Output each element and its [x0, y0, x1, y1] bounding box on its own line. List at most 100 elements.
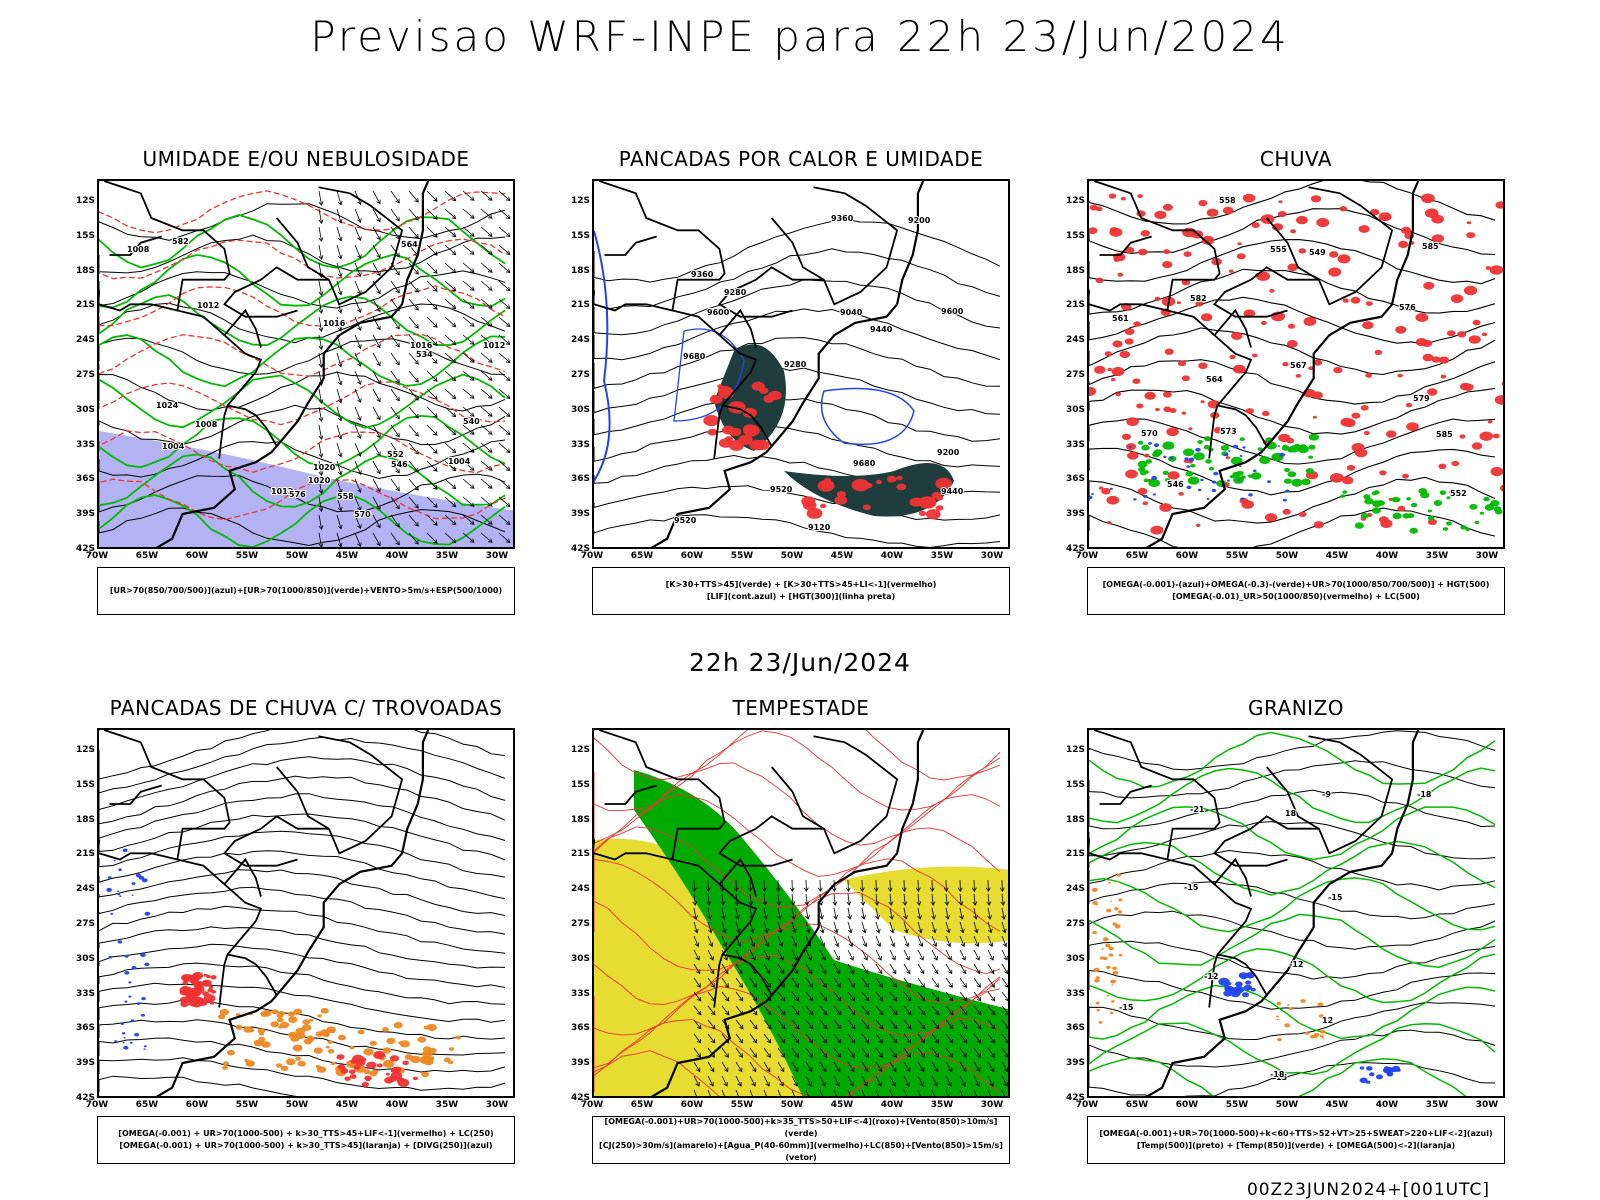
lat-tick-label: 30S	[75, 404, 95, 415]
legend-line: [OMEGA(-0.001) + UR>70(1000-500) + k>30_…	[119, 1141, 493, 1150]
contour-label: 1020	[308, 476, 331, 485]
contour-label: 549	[1309, 248, 1326, 257]
contour-label: 9280	[724, 288, 747, 297]
contour-label: 9040	[840, 308, 863, 317]
lat-tick-label: 24S	[1065, 884, 1085, 895]
lon-tick-label: 70W	[1075, 1100, 1099, 1110]
lon-tick-label: 60W	[680, 1100, 704, 1110]
contour-label: 582	[1190, 294, 1207, 303]
lon-tick-label: 55W	[730, 1100, 754, 1110]
lat-tick-label: 24S	[570, 884, 590, 895]
lat-tick-label: 18S	[570, 814, 590, 825]
contour-label: 585	[1422, 242, 1439, 251]
contour-label: -15	[1184, 883, 1199, 892]
contour-label: 1004	[448, 457, 471, 466]
map-field-chuva: 585 585 582 579 576 573 570 567 564 561 558 555 552 5…	[1089, 181, 1503, 547]
map-pancadas-trovoadas	[97, 728, 515, 1098]
map-pancadas-calor: 9680 9680 9600 9520 9440 9360 9280 9200 9120 9040…	[592, 179, 1010, 549]
contour-label: 1012	[271, 487, 293, 496]
contour-label: 1016	[323, 319, 346, 328]
lon-tick-label: 45W	[335, 1100, 359, 1110]
contour-label: 1012	[197, 301, 219, 310]
lon-tick-label: 30W	[980, 1100, 1004, 1110]
lat-tick-label: 27S	[570, 919, 590, 929]
contour-label: 12	[1322, 1016, 1333, 1025]
lon-tick-label: 35W	[435, 1100, 459, 1110]
contour-label: 1024	[156, 401, 179, 410]
legend-line: [OMEGA(-0.001)+UR>70(1000-500)+k>35_TTS>…	[604, 1117, 998, 1138]
lat-tick-label: 12S	[1065, 196, 1085, 206]
contour-label: 564	[401, 240, 418, 249]
contour-label: 561	[1112, 314, 1129, 323]
lat-tick-label: 42S	[75, 544, 95, 554]
lat-tick-label: 15S	[1065, 230, 1085, 241]
legend-line: [OMEGA(-0.001)+UR>70(1000-500)+k<60+TTS>…	[1099, 1129, 1493, 1138]
main-title: Previsao WRF-INPE para 22h 23/Jun/2024	[310, 12, 1290, 61]
contour-label: 540	[463, 417, 480, 426]
lon-tick-label: 65W	[630, 551, 654, 561]
contour-label: 570	[354, 510, 371, 519]
lat-tick-label: 42S	[1065, 544, 1085, 554]
contour-label: 570	[1141, 429, 1158, 438]
legend-pancadas-calor: [K>30+TTS>45](verde) + [K>30+TTS>45+LI<-…	[592, 567, 1010, 615]
latitude-labels: 12S 15S 18S 21S 24S 27S 30S 33S 36S 39S 42S	[57, 179, 95, 554]
contour-label: 9600	[941, 307, 964, 316]
lon-tick-label: 30W	[980, 551, 1004, 561]
contour-label: 9680	[683, 352, 706, 361]
contour-label: 579	[1413, 394, 1430, 403]
lon-tick-label: 70W	[85, 1100, 109, 1110]
contour-label: 558	[1219, 196, 1236, 205]
map-field-pancadas-calor: 9680 9680 9600 9520 9440 9360 9280 9200 9120 9040…	[594, 181, 1001, 547]
lon-tick-label: 45W	[830, 1100, 854, 1110]
panel-title-chuva: CHUVA	[1259, 147, 1333, 171]
lat-tick-label: 42S	[75, 1093, 95, 1103]
lon-tick-label: 65W	[135, 551, 159, 561]
contour-label: 9520	[674, 516, 697, 525]
lon-tick-label: 40W	[385, 1100, 409, 1110]
lat-tick-label: 36S	[75, 1023, 95, 1034]
lon-tick-label: 40W	[1375, 551, 1399, 561]
longitude-labels: 70W 65W 60W 55W 50W 45W 40W 35W 30W	[86, 551, 515, 563]
lon-tick-label: 70W	[85, 551, 109, 561]
contour-label: -12	[1289, 960, 1303, 969]
lat-tick-label: 15S	[75, 779, 95, 790]
lat-tick-label: 21S	[570, 849, 590, 860]
lat-tick-label: 33S	[570, 439, 590, 450]
contour-label: -21	[1190, 805, 1205, 814]
contour-label: 9440	[941, 487, 964, 496]
contour-label: 1020	[313, 463, 336, 472]
lat-tick-label: 30S	[570, 404, 590, 415]
lon-tick-label: 35W	[930, 551, 954, 561]
latitude-labels: 12S 15S 18S 21S 24S 27S 30S 33S 36S 39S 42S	[552, 179, 590, 554]
lon-tick-label: 70W	[580, 1100, 604, 1110]
map-umidade: 1012 1020 1016 1008 1012 1004 1020 1024 1016 1012…	[97, 179, 515, 549]
lon-tick-label: 35W	[930, 1100, 954, 1110]
lon-tick-label: 35W	[435, 551, 459, 561]
map-tempestade	[592, 728, 1010, 1098]
lat-tick-label: 15S	[1065, 779, 1085, 790]
lon-tick-label: 45W	[335, 551, 359, 561]
legend-line: [UR>70(850/700/500)](azul)+[UR>70(1000/8…	[109, 586, 503, 595]
lon-tick-label: 60W	[1175, 1100, 1199, 1110]
lat-tick-label: 36S	[570, 474, 590, 485]
lat-tick-label: 36S	[1065, 474, 1085, 485]
lon-tick-label: 55W	[1225, 1100, 1249, 1110]
lon-tick-label: 45W	[1325, 551, 1349, 561]
lon-tick-label: 30W	[485, 1100, 509, 1110]
lon-tick-label: 60W	[185, 1100, 209, 1110]
contour-label: 546	[1167, 480, 1184, 489]
lat-tick-label: 18S	[570, 265, 590, 276]
lat-tick-label: 39S	[75, 1058, 95, 1069]
lat-tick-label: 21S	[1065, 300, 1085, 311]
legend-line: [K>30+TTS>45](verde) + [K>30+TTS>45+LI<-…	[665, 580, 937, 589]
map-field-umidade: 1012 1020 1016 1008 1012 1004 1020 1024 1016 1012…	[99, 181, 513, 547]
lon-tick-label: 50W	[285, 551, 309, 561]
contour-label: 9280	[784, 360, 807, 369]
map-granizo: -15 -18 -21 -15 -12 -9 15 12 18 -15 -18 -12	[1087, 728, 1505, 1098]
panel-title-pancadas-trovoadas: PANCADAS DE CHUVA C/ TROVOADAS	[109, 696, 503, 720]
lat-tick-label: 30S	[1065, 404, 1085, 415]
panel-title-tempestade: TEMPESTADE	[732, 696, 870, 720]
lat-tick-label: 30S	[1065, 953, 1085, 964]
lat-tick-label: 42S	[570, 544, 590, 554]
lat-tick-label: 21S	[75, 300, 95, 311]
